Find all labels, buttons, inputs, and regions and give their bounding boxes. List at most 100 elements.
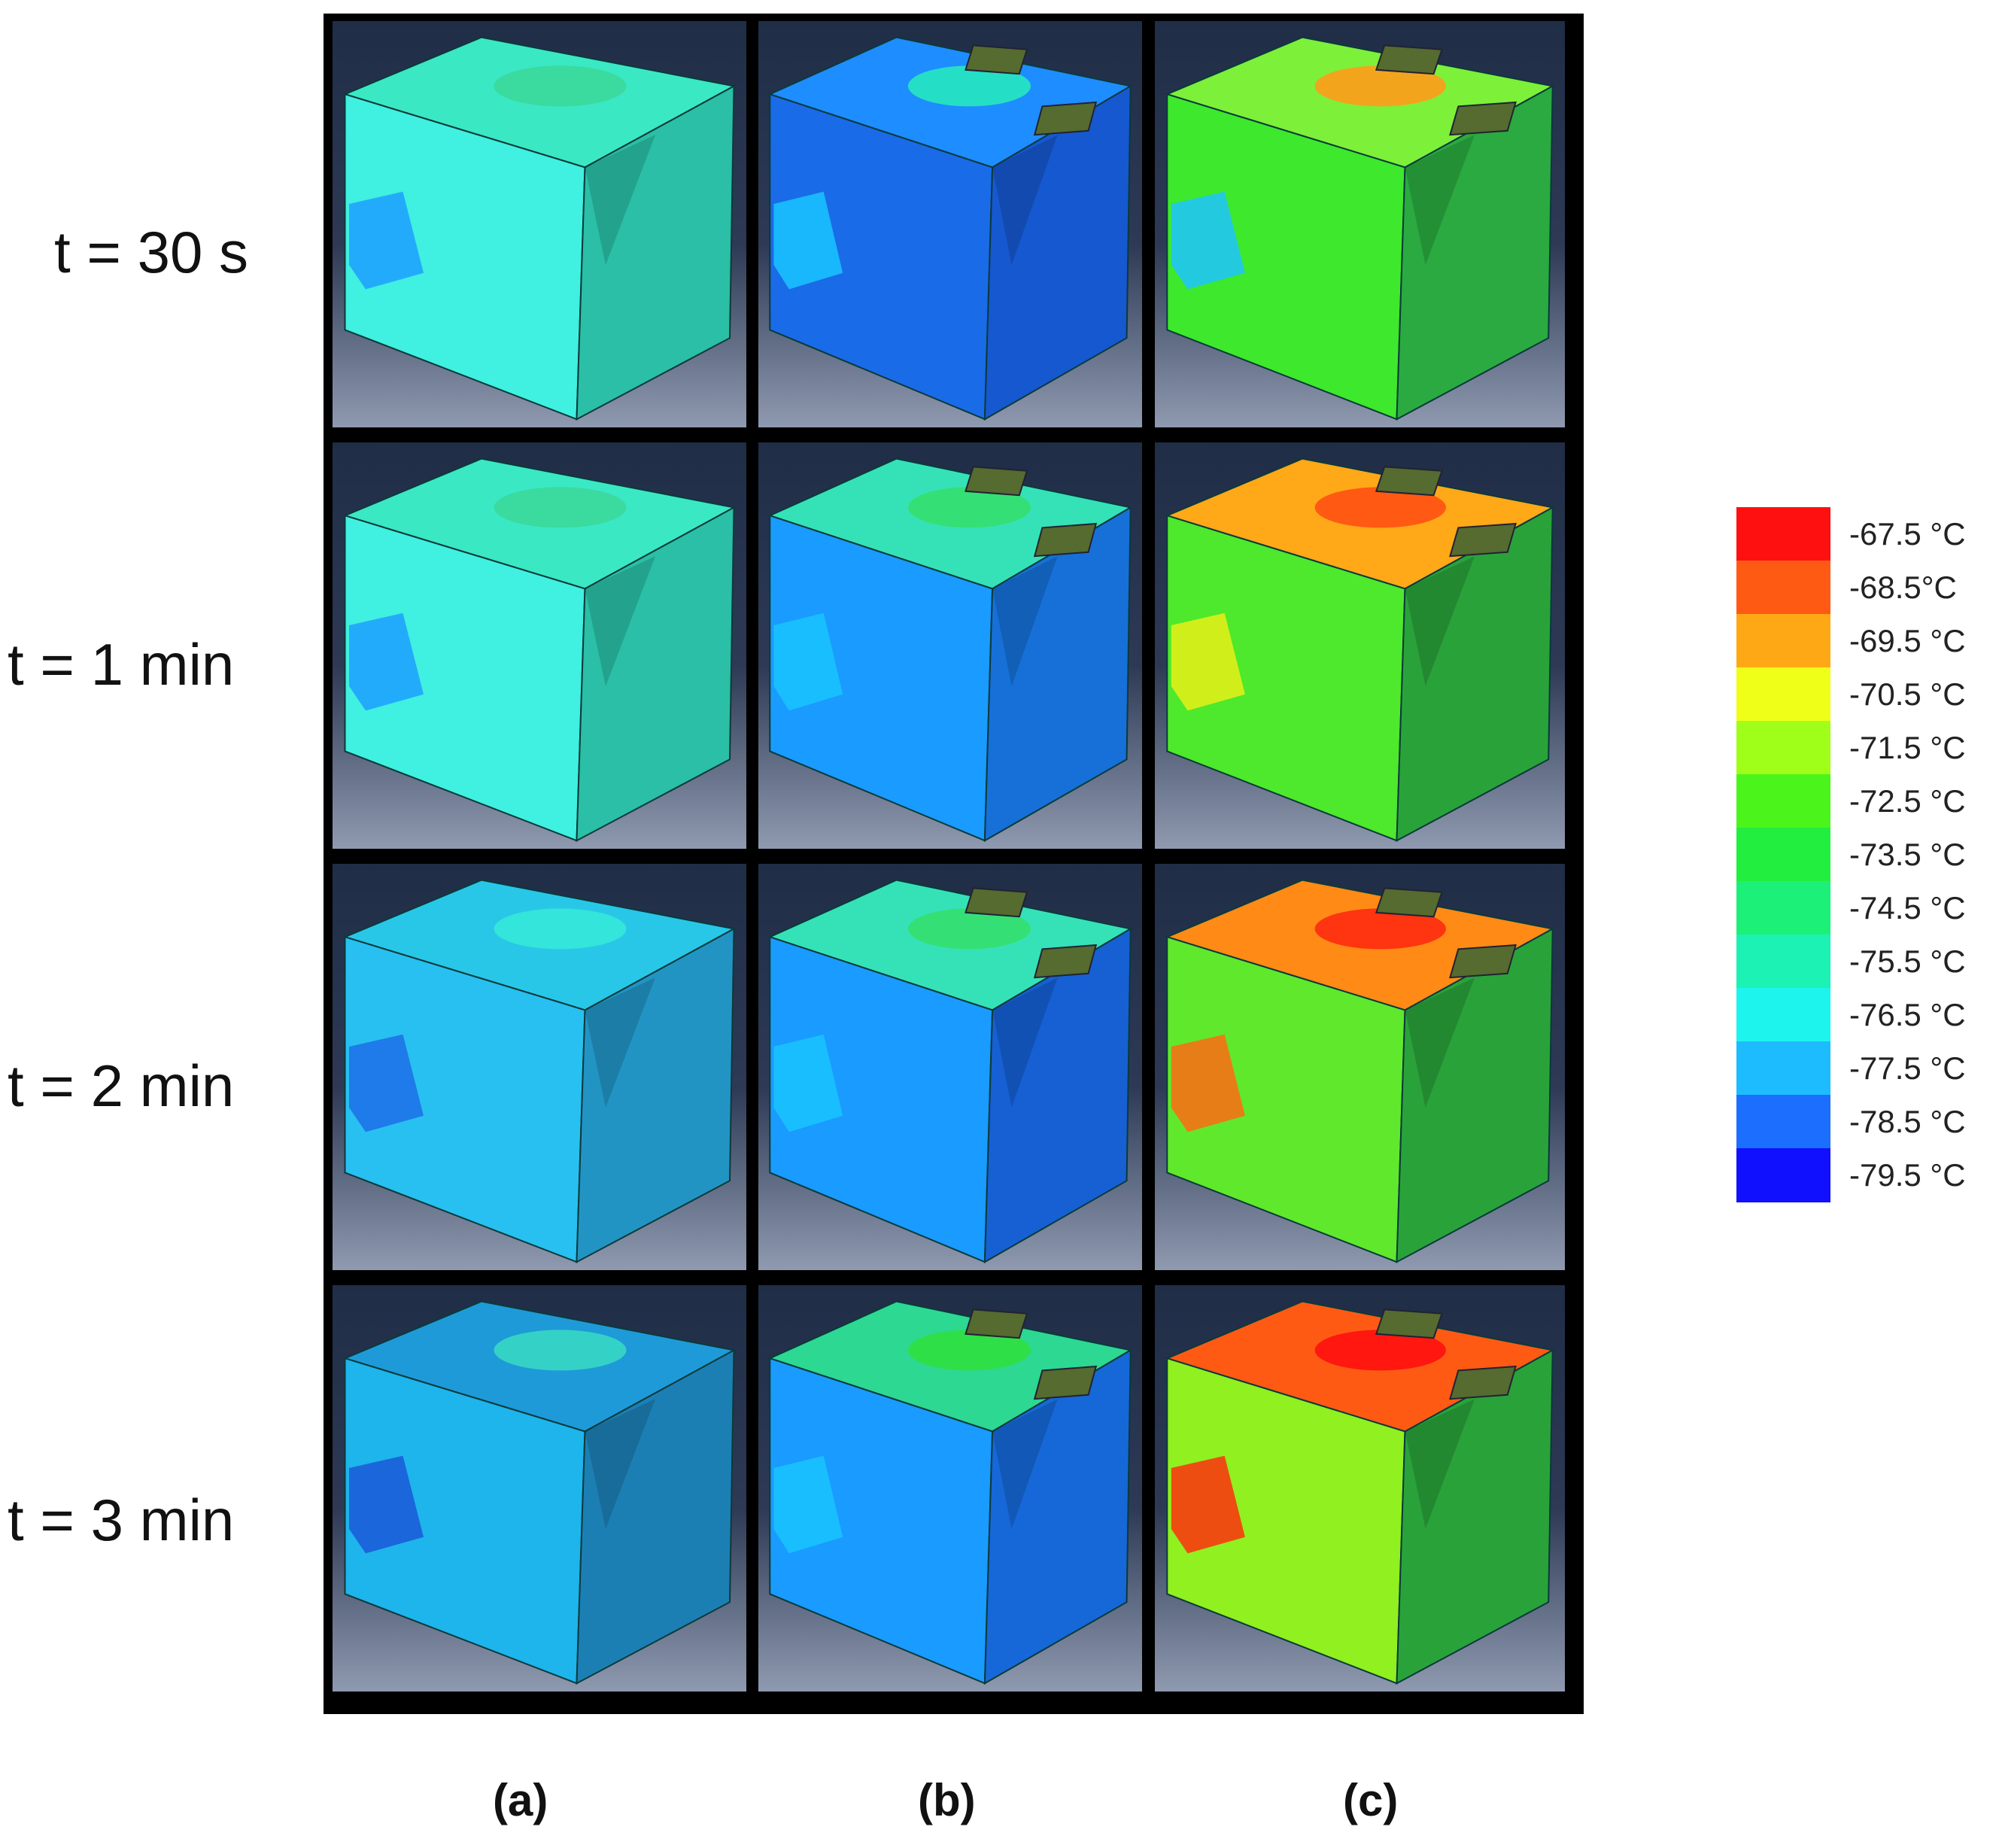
legend-label-7: -73.5 °C [1849,837,1966,872]
legend-label-1: -67.5 °C [1849,516,1966,552]
cube-panel-r1-a [333,21,746,427]
row-label-2: t = 1 min [8,631,235,698]
legend-swatch-2 [1736,561,1830,615]
cube-panel-r3-b [758,864,1142,1270]
top-hole [965,887,1028,918]
left-face-contour [773,191,843,290]
left-face-contour [773,612,843,711]
top-hole [1033,101,1098,136]
legend-label-11: -77.5 °C [1849,1050,1966,1086]
legend-swatch-7 [1736,828,1830,882]
legend-swatch-12 [1736,1095,1830,1149]
cube-panel-r3-a [333,864,746,1270]
legend-swatch-11 [1736,1041,1830,1096]
legend-label-2: -68.5°C [1849,570,1957,605]
legend-label-5: -71.5 °C [1849,730,1966,765]
right-face-contour [1405,556,1475,686]
top-face-contour [907,65,1031,107]
top-hole [1033,522,1098,558]
top-hole [1375,44,1443,75]
column-label-3: (c) [1343,1775,1399,1825]
left-face-contour [1171,1455,1245,1554]
top-face-contour [907,1330,1031,1371]
top-face-contour [494,1330,627,1371]
legend-label-6: -72.5 °C [1849,783,1966,819]
right-face-contour [1405,135,1475,265]
cube-panel-r4-b [758,1285,1142,1691]
cube-panel-r4-c [1155,1285,1565,1691]
right-face-contour [992,1399,1058,1529]
cube-panel-r1-b [758,21,1142,427]
right-face-contour [585,556,655,686]
top-hole [1449,522,1517,558]
legend-swatch-10 [1736,988,1830,1042]
legend-swatch-6 [1736,774,1830,828]
legend-label-10: -76.5 °C [1849,997,1966,1032]
top-hole [1375,466,1443,497]
top-face-contour [907,487,1031,528]
top-hole [965,466,1028,497]
row-label-3: t = 2 min [8,1053,235,1119]
cube-right-face [576,1348,735,1685]
top-face-contour [1314,908,1447,950]
top-face-contour [907,908,1031,950]
cube-panel-r2-a [333,442,746,849]
top-hole [1033,1365,1098,1400]
legend-swatch-5 [1736,721,1830,775]
right-face-contour [585,977,655,1108]
left-face-contour [349,191,424,290]
cube-panel-r4-a [333,1285,746,1691]
top-hole [1449,101,1517,136]
legend-swatch-4 [1736,667,1830,722]
legend-label-8: -74.5 °C [1849,890,1966,926]
legend-label-4: -70.5 °C [1849,676,1966,712]
cube-panel-r2-c [1155,442,1565,849]
top-face-contour [494,908,627,950]
legend-label-12: -78.5 °C [1849,1104,1966,1139]
top-hole [1449,1365,1517,1400]
legend-swatch-1 [1736,507,1830,561]
left-face-contour [349,1455,424,1554]
top-face-contour [1314,1330,1447,1371]
legend-swatch-3 [1736,614,1830,668]
top-hole [1375,1308,1443,1339]
left-face-contour [773,1034,843,1132]
top-hole [1375,887,1443,918]
legend-swatch-13 [1736,1148,1830,1202]
legend-swatch-9 [1736,935,1830,989]
right-face-contour [992,556,1058,686]
row-label-4: t = 3 min [8,1487,235,1553]
cube-right-face [576,84,735,421]
top-hole [965,44,1028,75]
row-label-1: t = 30 s [54,219,248,285]
column-label-2: (b) [918,1775,976,1825]
legend-label-9: -75.5 °C [1849,944,1966,979]
legend-swatch-8 [1736,881,1830,935]
top-face-contour [494,65,627,107]
top-face-contour [494,487,627,528]
cube-panel-r3-c [1155,864,1565,1270]
cube-right-face [576,506,735,842]
cube-panel-r1-c [1155,21,1565,427]
top-hole [965,1308,1028,1339]
legend-label-3: -69.5 °C [1849,623,1966,658]
right-face-contour [992,135,1058,265]
top-hole [1033,944,1098,979]
legend-label-13: -79.5 °C [1849,1157,1966,1193]
cube-panel-r2-b [758,442,1142,849]
left-face-contour [1171,612,1245,711]
left-face-contour [1171,1034,1245,1132]
right-face-contour [585,1399,655,1529]
right-face-contour [1405,1399,1475,1529]
left-face-contour [1171,191,1245,290]
right-face-contour [1405,977,1475,1108]
right-face-contour [585,135,655,265]
column-label-1: (a) [493,1775,548,1825]
right-face-contour [992,977,1058,1108]
left-face-contour [349,612,424,711]
cube-right-face [576,927,735,1263]
left-face-contour [349,1034,424,1132]
top-face-contour [1314,487,1447,528]
top-face-contour [1314,65,1447,107]
